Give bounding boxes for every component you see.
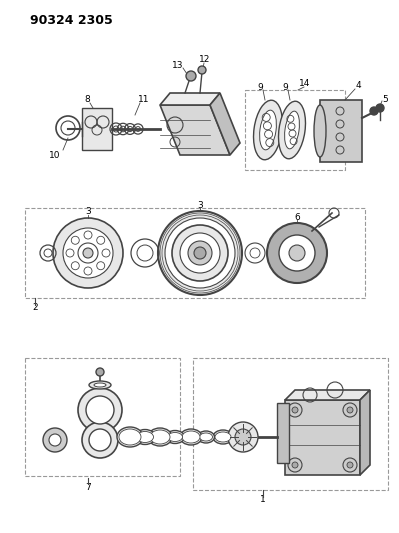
- Text: 9: 9: [282, 83, 288, 92]
- Ellipse shape: [284, 111, 299, 149]
- Ellipse shape: [134, 430, 156, 445]
- Text: 14: 14: [299, 79, 311, 88]
- Ellipse shape: [253, 100, 282, 160]
- Text: 9: 9: [257, 83, 263, 92]
- Ellipse shape: [136, 432, 154, 442]
- Ellipse shape: [117, 427, 143, 447]
- Ellipse shape: [89, 381, 111, 389]
- Text: 4: 4: [355, 82, 361, 91]
- Text: 7: 7: [85, 482, 91, 491]
- Circle shape: [376, 104, 384, 112]
- Circle shape: [279, 235, 315, 271]
- Polygon shape: [285, 390, 370, 400]
- Circle shape: [292, 462, 298, 468]
- Bar: [82, 108, 112, 150]
- Text: 13: 13: [172, 61, 184, 69]
- Circle shape: [172, 225, 228, 281]
- Text: 3: 3: [197, 200, 203, 209]
- Circle shape: [63, 228, 113, 278]
- Ellipse shape: [279, 101, 306, 159]
- Circle shape: [288, 458, 302, 472]
- Ellipse shape: [119, 429, 141, 445]
- Text: 5: 5: [382, 94, 388, 103]
- Circle shape: [165, 218, 235, 288]
- Circle shape: [343, 458, 357, 472]
- Text: 3: 3: [85, 207, 91, 216]
- Polygon shape: [210, 93, 240, 155]
- Ellipse shape: [198, 431, 215, 443]
- Circle shape: [343, 403, 357, 417]
- Circle shape: [83, 248, 93, 258]
- Ellipse shape: [166, 431, 184, 443]
- Text: 2: 2: [32, 303, 38, 312]
- Ellipse shape: [180, 429, 202, 445]
- Circle shape: [194, 247, 206, 259]
- Ellipse shape: [182, 431, 200, 443]
- Bar: [277, 403, 289, 463]
- Circle shape: [49, 434, 61, 446]
- Ellipse shape: [94, 383, 106, 387]
- Circle shape: [235, 429, 251, 445]
- Polygon shape: [285, 400, 360, 475]
- Text: 1: 1: [260, 496, 266, 505]
- Circle shape: [86, 396, 114, 424]
- Bar: [245, 90, 345, 170]
- Bar: [193, 358, 388, 490]
- Circle shape: [89, 429, 111, 451]
- Circle shape: [289, 245, 305, 261]
- Circle shape: [370, 107, 378, 115]
- Bar: [25, 208, 365, 298]
- Text: 8: 8: [84, 95, 90, 104]
- Polygon shape: [160, 93, 220, 105]
- Circle shape: [186, 71, 196, 81]
- Ellipse shape: [150, 430, 170, 444]
- Bar: [25, 358, 180, 476]
- Circle shape: [228, 422, 258, 452]
- Polygon shape: [360, 390, 370, 475]
- Circle shape: [288, 403, 302, 417]
- Ellipse shape: [314, 105, 326, 157]
- Circle shape: [180, 233, 220, 273]
- Circle shape: [158, 211, 242, 295]
- Text: 6: 6: [294, 213, 300, 222]
- Circle shape: [96, 368, 104, 376]
- Ellipse shape: [200, 433, 213, 441]
- Circle shape: [198, 66, 206, 74]
- Circle shape: [267, 223, 327, 283]
- Ellipse shape: [215, 432, 231, 442]
- Circle shape: [53, 218, 123, 288]
- Circle shape: [82, 422, 118, 458]
- Circle shape: [292, 407, 298, 413]
- Text: 90324 2305: 90324 2305: [30, 14, 113, 27]
- Circle shape: [347, 407, 353, 413]
- Ellipse shape: [260, 110, 277, 150]
- Ellipse shape: [213, 430, 233, 444]
- Ellipse shape: [168, 432, 182, 441]
- Circle shape: [347, 462, 353, 468]
- Text: 11: 11: [138, 95, 150, 104]
- Circle shape: [78, 388, 122, 432]
- Ellipse shape: [148, 428, 172, 446]
- Text: 10: 10: [49, 150, 61, 159]
- Text: 12: 12: [200, 55, 211, 64]
- Circle shape: [188, 241, 212, 265]
- Bar: [320, 100, 362, 162]
- Polygon shape: [160, 105, 230, 155]
- Circle shape: [43, 428, 67, 452]
